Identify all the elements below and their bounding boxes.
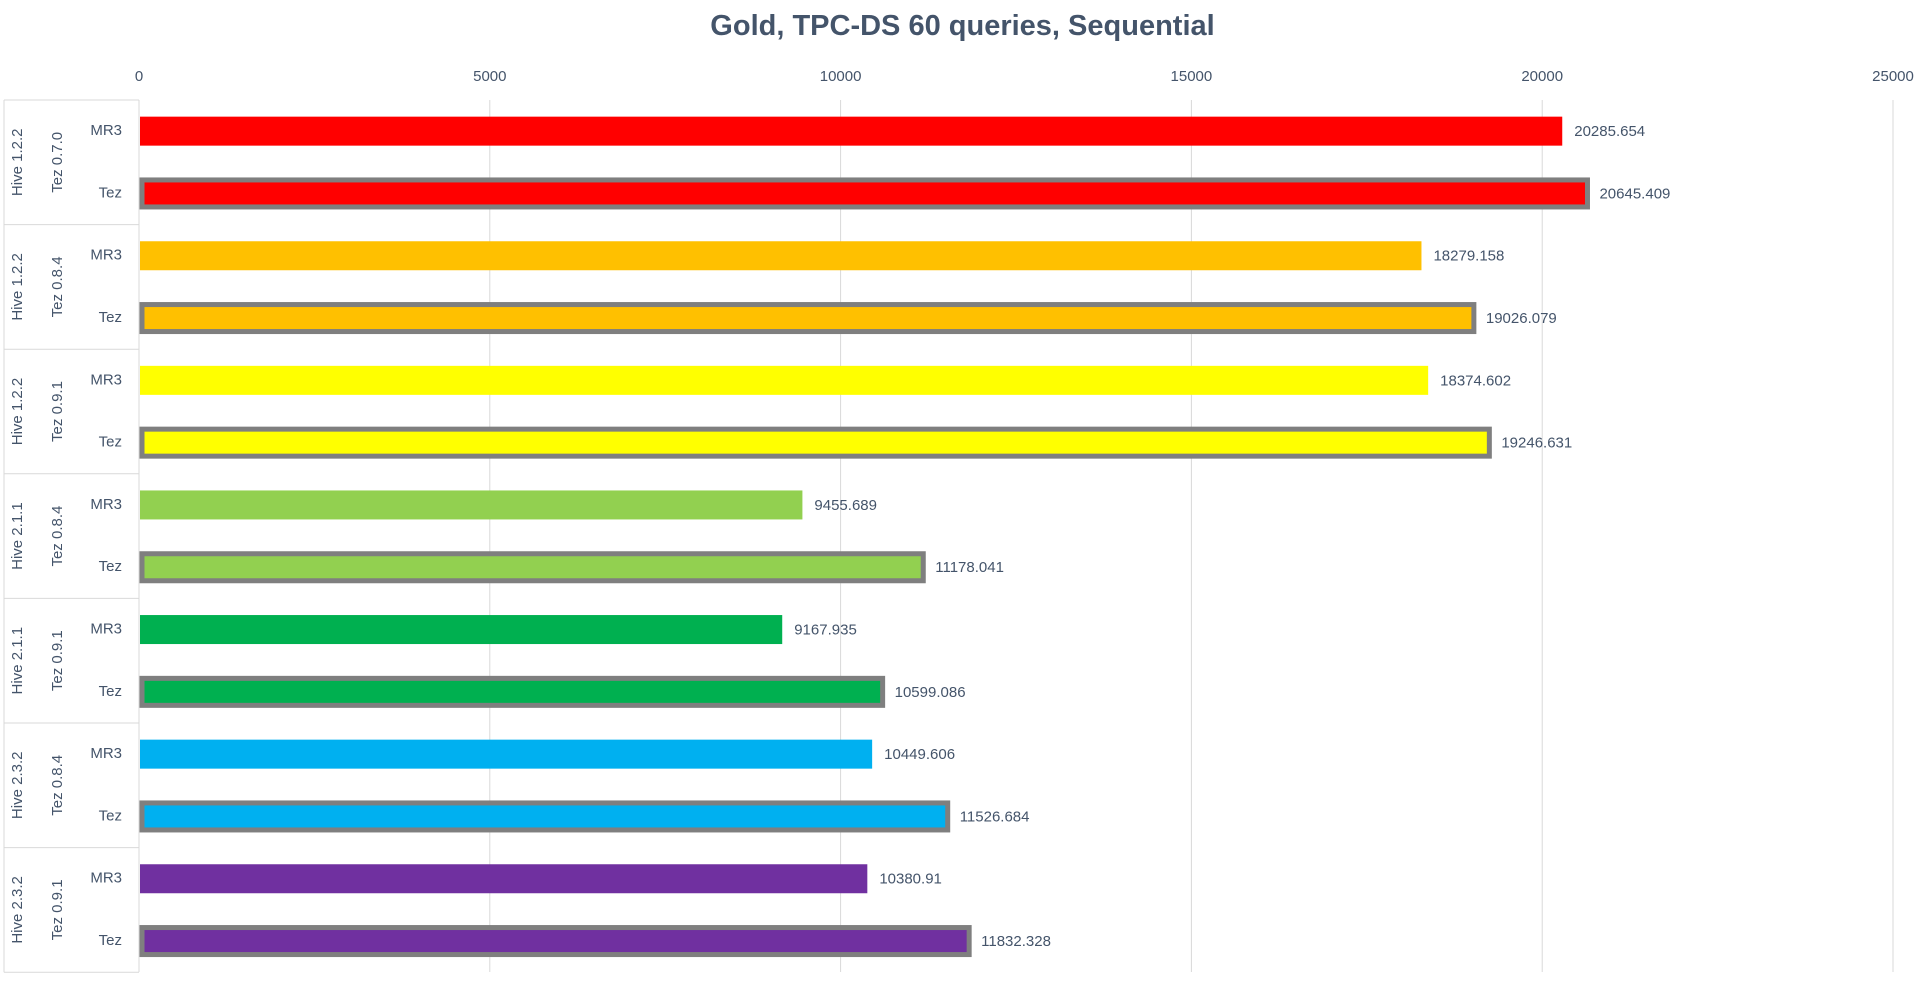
x-tick-label: 5000 [473,68,506,85]
x-tick-label: 20000 [1521,68,1563,85]
bar-category-label: MR3 [90,247,122,264]
tez-version-label: Tez 0.9.1 [49,381,66,442]
mr3-bar [140,116,1563,146]
tez-bar [139,925,972,958]
bar-category-label: MR3 [90,621,122,638]
tez-version-label: Tez 0.9.1 [49,630,66,691]
mr3-bar [140,615,783,645]
mr3-bar [140,864,868,894]
bar-value-label: 9167.935 [794,622,857,639]
bar-category-label: MR3 [90,870,122,887]
bar-value-label: 19026.079 [1486,310,1557,327]
bar-value-label: 19246.631 [1501,435,1572,452]
tez-version-label: Tez 0.9.1 [49,879,66,940]
bar-value-label: 20285.654 [1574,123,1645,140]
hive-version-label: Hive 1.2.2 [9,378,26,446]
hive-version-label: Hive 2.3.2 [9,752,26,820]
bar-category-label: MR3 [90,745,122,762]
bar-category-label: Tez [99,558,122,575]
bar-category-label: Tez [99,932,122,949]
mr3-bar [140,241,1422,271]
tez-bar [139,551,926,584]
x-tick-label: 15000 [1171,68,1213,85]
hive-version-label: Hive 1.2.2 [9,129,26,197]
tez-bar [139,302,1477,335]
bar-value-label: 10380.91 [879,871,942,888]
bar-value-label: 11178.041 [935,559,1004,576]
bar-category-label: Tez [99,184,122,201]
mr3-bar [140,490,803,520]
x-tick-label: 10000 [820,68,862,85]
hive-version-label: Hive 2.1.1 [9,502,26,570]
bar-category-label: Tez [99,683,122,700]
x-tick-label: 0 [135,68,143,85]
tez-version-label: Tez 0.8.4 [49,755,66,816]
bar-category-label: MR3 [90,371,122,388]
bar-category-label: Tez [99,807,122,824]
bar-category-label: Tez [99,434,122,451]
hive-version-label: Hive 2.3.2 [9,876,26,944]
chart-title: Gold, TPC-DS 60 queries, Sequential [710,10,1215,42]
tez-bar [139,426,1492,459]
bar-category-label: MR3 [90,122,122,139]
mr3-bar [140,365,1429,395]
bar-value-label: 11832.328 [981,933,1051,950]
tez-bar [139,177,1590,210]
x-tick-label: 25000 [1872,68,1914,85]
bar-value-label: 11526.684 [960,808,1030,825]
bar-value-label: 9455.689 [814,497,877,514]
tez-bar [139,800,951,833]
bar-category-label: Tez [99,309,122,326]
tez-version-label: Tez 0.8.4 [49,506,66,567]
mr3-bar [140,739,873,769]
bar-category-label: MR3 [90,496,122,513]
bar-value-label: 10599.086 [895,684,966,701]
tez-bar [139,675,886,708]
bar-value-label: 18374.602 [1440,372,1511,389]
hive-version-label: Hive 2.1.1 [9,627,26,695]
tez-version-label: Tez 0.8.4 [49,256,66,317]
bar-value-label: 18279.158 [1433,248,1504,265]
hive-version-label: Hive 1.2.2 [9,253,26,321]
tez-version-label: Tez 0.7.0 [49,132,66,193]
bar-value-label: 20645.409 [1599,185,1670,202]
bar-value-label: 10449.606 [884,746,955,763]
